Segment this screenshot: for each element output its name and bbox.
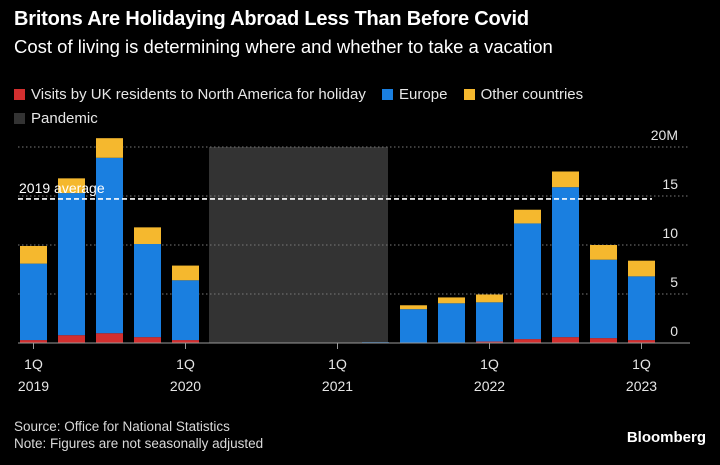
- bar-europe: [96, 157, 123, 334]
- bar-other-countries: [438, 297, 465, 304]
- bar-other-countries: [134, 227, 161, 245]
- chart-title: Britons Are Holidaying Abroad Less Than …: [14, 8, 529, 30]
- bar-other-countries: [400, 305, 427, 310]
- footer: Source: Office for National Statistics N…: [14, 418, 263, 452]
- bar-north-america: [172, 340, 199, 343]
- legend-swatch-europe: [382, 89, 394, 100]
- bar-north-america: [514, 339, 541, 343]
- legend-item-europe: Europe: [382, 83, 447, 106]
- bar-north-america: [476, 341, 503, 343]
- bar-europe: [590, 259, 617, 339]
- y-tick-label: 0: [670, 323, 678, 339]
- legend: Visits by UK residents to North America …: [14, 83, 714, 131]
- y-tick-label: 10: [662, 225, 678, 241]
- legend-label-north-america: Visits by UK residents to North America …: [31, 86, 366, 103]
- legend-label-pandemic: Pandemic: [31, 110, 98, 127]
- x-tick-label-quarter: 1Q: [24, 356, 43, 372]
- legend-swatch-pandemic: [14, 113, 25, 124]
- bar-europe: [172, 280, 199, 341]
- y-tick-label: 20M: [651, 127, 678, 143]
- bar-europe: [552, 187, 579, 338]
- bar-europe: [476, 302, 503, 342]
- source-note: Source: Office for National Statistics: [14, 419, 230, 434]
- y-tick-label: 5: [670, 274, 678, 290]
- bar-europe: [134, 244, 161, 338]
- x-tick-label-quarter: 1Q: [632, 356, 651, 372]
- bar-north-america: [590, 338, 617, 343]
- x-tick-label-quarter: 1Q: [176, 356, 195, 372]
- bloomberg-logo: Bloomberg: [626, 429, 706, 446]
- x-tick-label-year: 2023: [626, 378, 657, 394]
- legend-swatch-other-countries: [463, 89, 475, 100]
- bar-europe: [438, 303, 465, 343]
- bar-north-america: [552, 337, 579, 343]
- x-tick-label-year: 2019: [18, 378, 49, 394]
- y-tick-label: 15: [662, 176, 678, 192]
- bar-other-countries: [20, 245, 47, 264]
- bar-other-countries: [476, 294, 503, 303]
- bar-other-countries: [96, 138, 123, 158]
- bar-europe: [628, 276, 655, 341]
- footnote: Note: Figures are not seasonally adjuste…: [14, 436, 264, 451]
- chart-subtitle: Cost of living is determining where and …: [14, 36, 553, 57]
- bar-other-countries: [628, 260, 655, 277]
- x-tick-label-year: 2022: [474, 378, 505, 394]
- x-tick-label-year: 2020: [170, 378, 201, 394]
- bar-other-countries: [58, 178, 85, 194]
- bar-other-countries: [514, 209, 541, 224]
- reference-line-label: 2019 average: [19, 180, 105, 196]
- legend-item-north-america: Visits by UK residents to North America …: [14, 83, 366, 106]
- legend-label-other-countries: Other countries: [480, 86, 584, 103]
- bar-other-countries: [552, 171, 579, 188]
- bar-north-america: [20, 340, 47, 343]
- x-tick-label-year: 2021: [322, 378, 353, 394]
- x-tick-label-quarter: 1Q: [328, 356, 347, 372]
- x-tick-label-quarter: 1Q: [480, 356, 499, 372]
- bar-other-countries: [172, 265, 199, 281]
- legend-item-other-countries: Other countries: [463, 83, 584, 106]
- legend-item-pandemic: Pandemic: [14, 107, 98, 130]
- bar-north-america: [58, 335, 85, 343]
- bar-europe: [400, 309, 427, 343]
- bar-other-countries: [590, 245, 617, 260]
- bar-north-america: [96, 333, 123, 343]
- bar-north-america: [134, 337, 161, 343]
- legend-label-europe: Europe: [399, 86, 448, 103]
- bar-north-america: [628, 340, 655, 343]
- bar-europe: [58, 193, 85, 336]
- bar-europe: [20, 263, 47, 341]
- bar-europe: [514, 223, 541, 340]
- legend-swatch-north-america: [14, 89, 25, 100]
